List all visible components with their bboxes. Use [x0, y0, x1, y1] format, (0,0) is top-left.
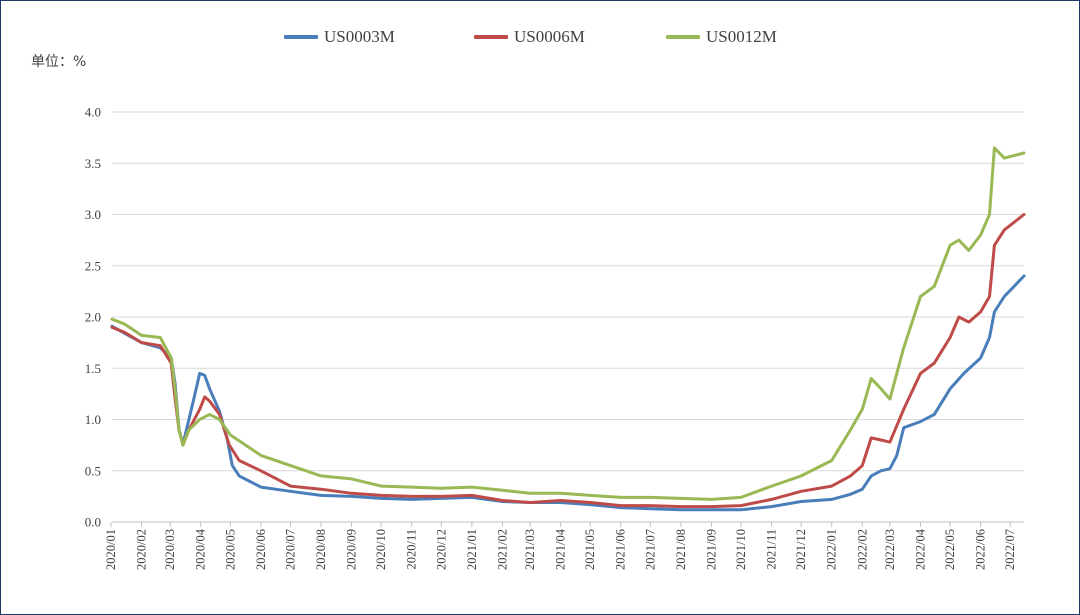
x-tick-label: 2020/08 — [314, 529, 328, 570]
legend-item-us0003m: US0003M — [284, 27, 395, 47]
x-tick-label: 2021/08 — [674, 529, 688, 570]
x-tick-label: 2021/03 — [523, 529, 537, 570]
legend-label-us0012m: US0012M — [706, 27, 777, 46]
x-tick-label: 2022/07 — [1003, 529, 1017, 570]
x-tick-label: 2022/06 — [974, 529, 988, 570]
x-tick-label: 2021/09 — [704, 529, 718, 570]
series-lines — [110, 146, 1026, 512]
y-axis-ticks: 0.0 0.5 1.0 1.5 2.0 2.5 3.0 3.5 4.0 — [85, 105, 101, 530]
x-tick-label: 2020/10 — [374, 529, 388, 570]
x-tick-label: 2020/04 — [194, 528, 208, 570]
x-tick-label: 2020/09 — [345, 529, 359, 570]
x-tick-label: 2022/05 — [943, 529, 957, 570]
x-tick-label: 2021/12 — [794, 529, 808, 570]
gridlines — [112, 111, 1024, 472]
legend-label-us0006m: US0006M — [514, 27, 585, 46]
legend-swatch-us0006m — [474, 35, 508, 39]
legend-item-us0012m: US0012M — [666, 27, 777, 47]
y-tick-label: 0.0 — [85, 515, 101, 530]
x-tick-label: 2020/02 — [135, 529, 149, 570]
legend-item-us0006m: US0006M — [474, 27, 585, 47]
legend-label-us0003m: US0003M — [324, 27, 395, 46]
x-tick-label: 2022/01 — [825, 529, 839, 570]
y-tick-label: 2.5 — [85, 258, 101, 273]
series-line-us0006m — [110, 213, 1026, 509]
x-tick-label: 2021/06 — [614, 529, 628, 570]
x-tick-label: 2021/01 — [465, 529, 479, 570]
x-tick-label: 2022/04 — [913, 528, 927, 570]
y-tick-label: 4.0 — [85, 105, 101, 120]
y-tick-label: 2.0 — [85, 310, 101, 325]
legend-swatch-us0003m — [284, 35, 318, 39]
x-axis: 2020/01 2020/02 2020/03 2020/04 2020/05 2020/… — [104, 521, 1024, 570]
x-tick-label: 2022/03 — [883, 529, 897, 570]
y-tick-label: 3.0 — [85, 207, 101, 222]
unit-label: 单位：% — [31, 54, 87, 70]
x-tick-label: 2021/04 — [554, 528, 568, 570]
x-tick-label: 2021/11 — [765, 529, 779, 570]
x-tick-label: 2021/05 — [583, 529, 597, 570]
legend-swatch-us0012m — [666, 35, 700, 39]
x-tick-label: 2020/11 — [405, 529, 419, 570]
x-tick-label: 2022/02 — [855, 529, 869, 570]
legend: US0003M US0006M US0012M — [1, 27, 1079, 51]
x-tick-label: 2020/03 — [163, 529, 177, 570]
x-tick-label: 2020/07 — [283, 529, 297, 570]
x-tick-label: 2020/06 — [254, 529, 268, 570]
y-tick-label: 1.0 — [85, 412, 101, 427]
y-tick-label: 0.5 — [85, 463, 101, 478]
x-tick-label: 2021/02 — [495, 529, 509, 570]
x-tick-label: 2020/01 — [104, 529, 118, 570]
x-tick-label: 2020/12 — [434, 529, 448, 570]
x-tick-label: 2021/10 — [734, 529, 748, 570]
y-tick-label: 1.5 — [85, 361, 101, 376]
series-line-us0012m — [110, 146, 1026, 501]
y-tick-label: 3.5 — [85, 156, 101, 171]
series-line-us0003m — [110, 274, 1026, 512]
x-tick-label: 2020/05 — [223, 529, 237, 570]
x-tick-label: 2021/07 — [643, 529, 657, 570]
